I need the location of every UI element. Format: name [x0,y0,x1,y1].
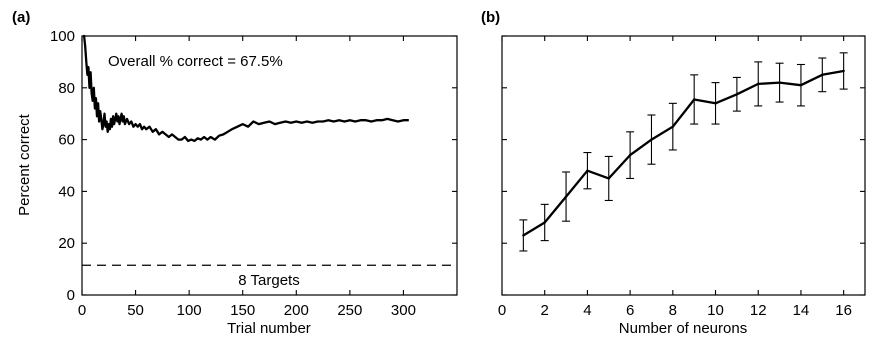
x-tick-label: 4 [583,302,591,319]
chance-level-label: 8 Targets [238,272,299,289]
overall-correct-annotation: Overall % correct = 67.5% [108,53,283,70]
panel-b-plot-frame [501,35,866,296]
x-tick-label: 0 [78,302,86,319]
data-point [671,125,675,128]
panel-a-plot-frame [81,35,458,296]
panel-b-x-ticks: 0 2 4 6 8 10 12 14 16 [498,36,852,319]
y-tick-label: 0 [67,287,75,304]
accuracy-vs-neurons-curve [522,69,844,237]
x-tick-label: 10 [707,302,724,319]
panel-a: (a) 0 50 100 150 200 250 300 0 20 40 60 80 100 8 Ta… [12,9,458,337]
panel-b: (b) 0 2 4 6 8 10 12 14 16 Number of neurons [481,9,866,337]
data-point [564,195,568,198]
panel-b-y-ticks [502,35,865,296]
data-point [628,153,632,157]
y-tick-label: 40 [58,183,75,200]
x-tick-label: 6 [626,302,634,319]
x-tick-label: 14 [793,302,810,319]
y-tick-label: 60 [58,132,75,149]
panel-a-y-axis-label: Percent correct [16,113,33,216]
x-tick-label: 150 [230,302,255,319]
x-tick-label: 250 [337,302,362,319]
data-point [842,69,845,73]
data-point [778,81,781,84]
y-tick-label: 80 [58,80,75,97]
x-tick-label: 100 [177,302,202,319]
data-point [799,84,803,87]
panel-b-x-axis-label: Number of neurons [619,320,747,337]
panel-a-x-axis-label: Trial number [227,320,311,337]
y-tick-label: 100 [50,28,75,45]
percent-correct-curve [82,34,409,143]
x-tick-label: 50 [127,302,144,319]
panel-a-y-ticks: 0 20 40 60 80 100 [50,28,457,304]
data-point [543,221,546,224]
data-point [650,138,653,141]
panel-b-label: (b) [481,9,500,26]
panel-a-label: (a) [12,9,30,26]
x-tick-label: 200 [284,302,309,319]
x-tick-label: 300 [391,302,416,319]
panel-b-data-points [522,69,845,237]
x-tick-label: 8 [669,302,677,319]
x-tick-label: 12 [750,302,767,319]
x-tick-label: 2 [541,302,549,319]
error-bars [519,52,848,252]
data-point [821,73,824,77]
data-point [607,177,610,180]
data-point [757,82,760,86]
data-point [586,169,589,172]
data-point [522,234,525,237]
x-tick-label: 0 [498,302,506,319]
data-point [714,102,717,105]
panel-a-x-ticks: 0 50 100 150 200 250 300 [78,36,416,319]
data-point [692,98,696,101]
x-tick-label: 16 [835,302,852,319]
y-tick-label: 20 [58,235,75,252]
data-point [735,93,739,96]
